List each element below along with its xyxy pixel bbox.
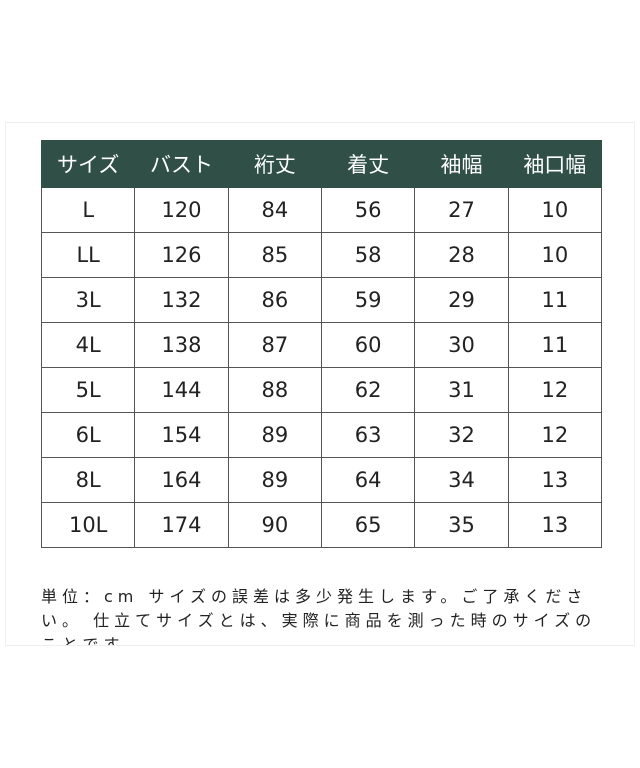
table-cell: 28 bbox=[414, 232, 509, 278]
table-row: 5L 144 88 62 31 12 bbox=[40, 367, 603, 413]
table-cell: 34 bbox=[414, 457, 509, 503]
table-cell: 86 bbox=[227, 277, 322, 323]
table-row: 4L 138 87 60 30 11 bbox=[40, 322, 603, 368]
table-cell: 10 bbox=[507, 232, 603, 278]
table-cell: 64 bbox=[320, 457, 416, 503]
table-cell: 84 bbox=[227, 187, 322, 233]
table-cell: 89 bbox=[227, 412, 322, 458]
table-cell: 63 bbox=[320, 412, 416, 458]
table-cell: 32 bbox=[414, 412, 509, 458]
table-cell: 65 bbox=[320, 502, 416, 548]
table-cell: 12 bbox=[507, 367, 603, 413]
table-cell: 12 bbox=[507, 412, 603, 458]
table-cell: 13 bbox=[507, 457, 603, 503]
size-table: サイズ バスト 裄丈 着丈 袖幅 袖口幅 L 120 84 56 27 10 LL 126 85 58 28 1… bbox=[40, 140, 603, 548]
header-cell: 裄丈 bbox=[227, 140, 322, 188]
table-cell: 11 bbox=[507, 277, 603, 323]
table-cell: 59 bbox=[320, 277, 416, 323]
table-cell: 88 bbox=[227, 367, 322, 413]
table-cell: 174 bbox=[134, 502, 229, 548]
table-cell: 31 bbox=[414, 367, 509, 413]
table-cell: 27 bbox=[414, 187, 509, 233]
table-cell: 154 bbox=[134, 412, 229, 458]
table-cell: 85 bbox=[227, 232, 322, 278]
table-row: 6L 154 89 63 32 12 bbox=[40, 412, 603, 458]
table-cell: 126 bbox=[134, 232, 229, 278]
table-cell: 120 bbox=[134, 187, 229, 233]
header-row: サイズ バスト 裄丈 着丈 袖幅 袖口幅 bbox=[40, 140, 603, 188]
table-cell: 138 bbox=[134, 322, 229, 368]
table-cell: 164 bbox=[134, 457, 229, 503]
table-cell: 60 bbox=[320, 322, 416, 368]
table-cell: 10L bbox=[40, 502, 136, 548]
table-cell: 30 bbox=[414, 322, 509, 368]
header-cell: バスト bbox=[134, 140, 229, 188]
table-cell: 132 bbox=[134, 277, 229, 323]
table-row: LL 126 85 58 28 10 bbox=[40, 232, 603, 278]
table-cell: 5L bbox=[40, 367, 136, 413]
header-cell: 着丈 bbox=[320, 140, 416, 188]
table-cell: 13 bbox=[507, 502, 603, 548]
table-cell: 11 bbox=[507, 322, 603, 368]
table-cell: 89 bbox=[227, 457, 322, 503]
table-row: 8L 164 89 64 34 13 bbox=[40, 457, 603, 503]
table-cell: 3L bbox=[40, 277, 136, 323]
table-cell: 4L bbox=[40, 322, 136, 368]
table-row: 3L 132 86 59 29 11 bbox=[40, 277, 603, 323]
table-cell: 8L bbox=[40, 457, 136, 503]
header-cell: 袖口幅 bbox=[507, 140, 603, 188]
table-cell: 144 bbox=[134, 367, 229, 413]
header-cell: 袖幅 bbox=[414, 140, 509, 188]
table-cell: 90 bbox=[227, 502, 322, 548]
header-cell: サイズ bbox=[40, 140, 136, 188]
note: 単位：cm サイズの誤差は多少発生します。ご了承ください。 仕立てサイズとは、実… bbox=[41, 587, 597, 646]
table-cell: 87 bbox=[227, 322, 322, 368]
table-cell: 35 bbox=[414, 502, 509, 548]
table-cell: 6L bbox=[40, 412, 136, 458]
table-cell: LL bbox=[40, 232, 136, 278]
content-frame: サイズ バスト 裄丈 着丈 袖幅 袖口幅 L 120 84 56 27 10 LL 126 85 58 28 1… bbox=[5, 122, 635, 646]
table-cell: L bbox=[40, 187, 136, 233]
table-row: L 120 84 56 27 10 bbox=[40, 187, 603, 233]
table-row: 10L 174 90 65 35 13 bbox=[40, 502, 603, 548]
table-cell: 62 bbox=[320, 367, 416, 413]
table-cell: 56 bbox=[320, 187, 416, 233]
table-cell: 29 bbox=[414, 277, 509, 323]
table-cell: 10 bbox=[507, 187, 603, 233]
table-cell: 58 bbox=[320, 232, 416, 278]
